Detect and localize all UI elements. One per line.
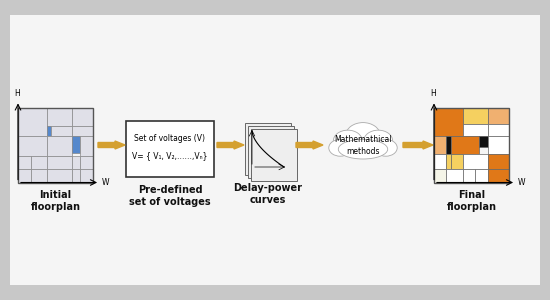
Text: Pre-defined
set of voltages: Pre-defined set of voltages <box>129 185 211 207</box>
Bar <box>47 156 72 169</box>
Text: H: H <box>14 89 20 98</box>
Ellipse shape <box>346 123 380 148</box>
Bar <box>18 107 47 136</box>
Bar <box>72 107 93 126</box>
Bar <box>72 126 93 136</box>
Bar <box>434 136 446 154</box>
Bar <box>479 136 488 146</box>
Bar <box>434 107 509 182</box>
Bar <box>463 107 488 124</box>
Bar <box>434 107 463 136</box>
Bar <box>18 107 93 182</box>
Bar <box>18 169 31 182</box>
Bar <box>80 156 93 169</box>
Bar <box>488 154 509 169</box>
Bar <box>463 154 488 169</box>
Text: W: W <box>518 178 525 187</box>
Text: Mathemathical: Mathemathical <box>334 136 392 145</box>
Text: Set of voltages (V): Set of voltages (V) <box>135 134 206 143</box>
Bar <box>488 136 509 154</box>
Bar <box>72 136 80 152</box>
Bar <box>488 124 509 136</box>
Text: W: W <box>102 178 109 187</box>
FancyBboxPatch shape <box>245 123 291 175</box>
Bar <box>47 107 72 126</box>
Bar <box>450 154 463 169</box>
Bar <box>47 126 51 136</box>
Text: methods: methods <box>346 148 380 157</box>
Text: Delay-power
curves: Delay-power curves <box>234 183 302 205</box>
Bar <box>51 126 72 136</box>
Text: Final
floorplan: Final floorplan <box>447 190 497 212</box>
FancyArrow shape <box>98 141 125 149</box>
FancyBboxPatch shape <box>251 129 297 181</box>
Bar <box>18 136 47 156</box>
Bar <box>446 154 450 169</box>
Bar <box>450 136 479 154</box>
FancyBboxPatch shape <box>248 126 294 178</box>
Ellipse shape <box>338 140 388 159</box>
Bar <box>18 156 31 169</box>
Bar <box>80 136 93 156</box>
Bar <box>434 154 446 169</box>
Bar <box>72 169 80 182</box>
Bar <box>31 169 47 182</box>
Bar <box>488 169 509 182</box>
Bar <box>488 107 509 124</box>
Bar <box>463 124 488 136</box>
Bar <box>446 169 463 182</box>
Ellipse shape <box>333 130 362 152</box>
Bar <box>475 169 488 182</box>
Ellipse shape <box>329 140 351 156</box>
FancyBboxPatch shape <box>10 15 540 285</box>
Bar <box>434 169 446 182</box>
Ellipse shape <box>375 140 397 156</box>
Text: Initial
floorplan: Initial floorplan <box>30 190 80 212</box>
Bar <box>72 156 80 169</box>
Bar <box>47 136 72 156</box>
FancyArrow shape <box>217 141 244 149</box>
FancyArrow shape <box>296 141 323 149</box>
FancyBboxPatch shape <box>126 121 214 177</box>
Bar <box>80 169 93 182</box>
Bar <box>446 136 450 154</box>
Bar <box>47 169 72 182</box>
Text: H: H <box>430 89 436 98</box>
Bar <box>31 156 47 169</box>
Bar <box>463 169 475 182</box>
Text: V= { V₁, V₂,……,Vₙ}: V= { V₁, V₂,……,Vₙ} <box>132 151 208 160</box>
Ellipse shape <box>364 130 393 152</box>
FancyArrow shape <box>403 141 433 149</box>
